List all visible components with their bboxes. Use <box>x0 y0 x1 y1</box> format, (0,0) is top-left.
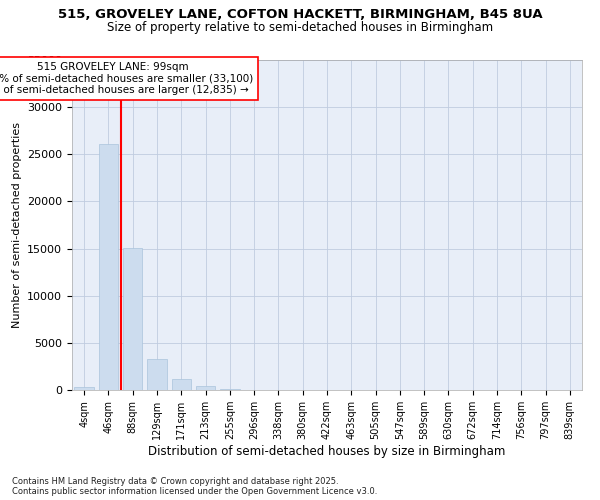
Text: Size of property relative to semi-detached houses in Birmingham: Size of property relative to semi-detach… <box>107 21 493 34</box>
Bar <box>99 144 118 390</box>
Bar <box>196 386 215 390</box>
Text: 515 GROVELEY LANE: 99sqm
← 71% of semi-detached houses are smaller (33,100)
28% : 515 GROVELEY LANE: 99sqm ← 71% of semi-d… <box>0 62 253 95</box>
Y-axis label: Number of semi-detached properties: Number of semi-detached properties <box>11 122 22 328</box>
Bar <box>74 386 94 390</box>
Bar <box>220 388 239 390</box>
Text: 515, GROVELEY LANE, COFTON HACKETT, BIRMINGHAM, B45 8UA: 515, GROVELEY LANE, COFTON HACKETT, BIRM… <box>58 8 542 20</box>
Bar <box>147 359 167 390</box>
Bar <box>172 378 191 390</box>
Bar <box>123 248 142 390</box>
X-axis label: Distribution of semi-detached houses by size in Birmingham: Distribution of semi-detached houses by … <box>148 445 506 458</box>
Text: Contains HM Land Registry data © Crown copyright and database right 2025.
Contai: Contains HM Land Registry data © Crown c… <box>12 476 377 496</box>
